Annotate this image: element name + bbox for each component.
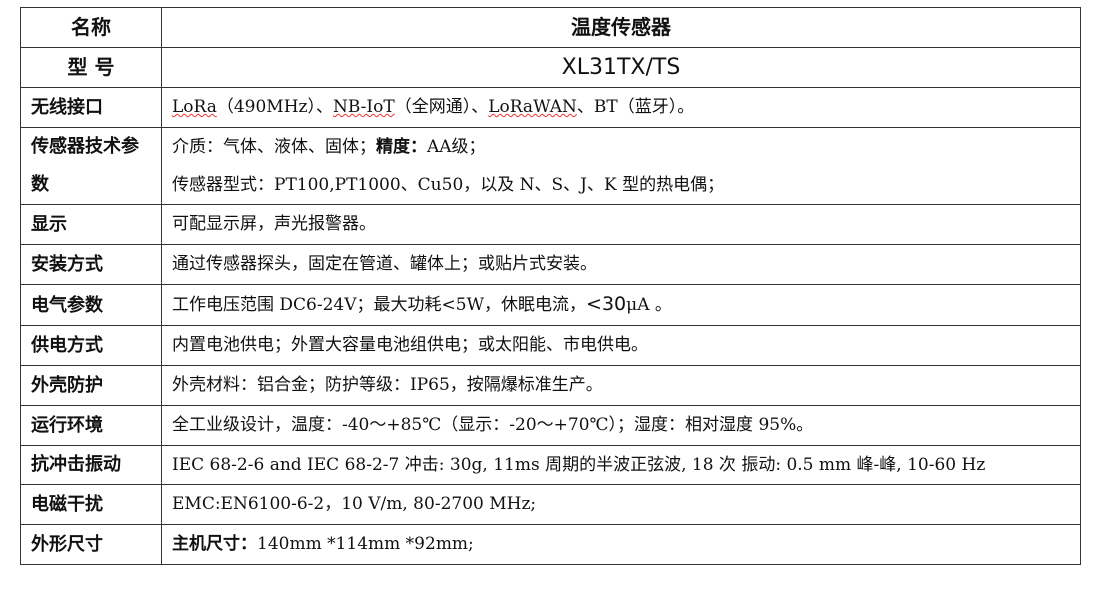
row-label: 电气参数	[20, 284, 162, 326]
row-label: 电磁干扰	[20, 484, 162, 525]
text: （全网通）、	[394, 97, 489, 117]
row-label: 外壳防护	[20, 365, 162, 406]
text: （490MHz）、	[216, 97, 333, 117]
table-row: 外形尺寸 主机尺寸：140mm *114mm *92mm;	[20, 524, 1081, 565]
text: <30	[586, 293, 627, 315]
table-row: 无线接口 LoRa（490MHz）、NB-IoT（全网通）、LoRaWAN、BT（…	[20, 87, 1081, 128]
row-label: 传感器技术参数	[20, 127, 162, 205]
row-label: 安装方式	[20, 244, 162, 285]
table-row: 传感器技术参数 介质：气体、液体、固体；精度：AA级； 传感器型式：PT100,PT…	[20, 127, 1081, 205]
text: LoRaWAN	[488, 97, 577, 117]
text: NB-IoT	[333, 97, 395, 117]
table-row: 电气参数 工作电压范围 DC6-24V；最大功耗<5W，休眠电流，<30μA 。	[20, 284, 1081, 326]
text: LoRa	[172, 97, 217, 117]
text: μA 。	[626, 295, 672, 315]
row-value: 全工业级设计，温度：-40～+85℃（显示：-20～+70℃）；湿度：相对湿度 …	[161, 405, 1081, 446]
text: 传感器型式：PT100,PT1000、Cu50，以及 N、S、J、K 型的热电偶…	[172, 175, 725, 195]
row-value: 通过传感器探头，固定在管道、罐体上；或贴片式安装。	[161, 244, 1081, 285]
row-label: 无线接口	[20, 87, 162, 128]
row-value: EMC:EN6100-6-2，10 V/m, 80-2700 MHz;	[161, 484, 1081, 525]
row-value: 主机尺寸：140mm *114mm *92mm;	[161, 524, 1081, 565]
row-label: 供电方式	[20, 325, 162, 366]
table-row: 运行环境 全工业级设计，温度：-40～+85℃（显示：-20～+70℃）；湿度：相…	[20, 405, 1081, 446]
table-row: 供电方式 内置电池供电；外置大容量电池组供电；或太阳能、市电供电。	[20, 325, 1081, 366]
table-row: 安装方式 通过传感器探头，固定在管道、罐体上；或贴片式安装。	[20, 244, 1081, 285]
row-label: 显示	[20, 204, 162, 245]
model-value: XL31TX/TS	[161, 47, 1081, 88]
text: 、BT（蓝牙）。	[576, 97, 695, 117]
name-value: 温度传感器	[161, 7, 1081, 48]
row-label: 运行环境	[20, 405, 162, 446]
row-label: 抗冲击振动	[20, 445, 162, 485]
row-value: IEC 68-2-6 and IEC 68-2-7 冲击: 30g, 11ms …	[161, 445, 1081, 485]
table-row: 外壳防护 外壳材料：铝合金；防护等级：IP65，按隔爆标准生产。	[20, 365, 1081, 406]
table-row-model: 型 号 XL31TX/TS	[20, 47, 1081, 88]
row-value: LoRa（490MHz）、NB-IoT（全网通）、LoRaWAN、BT（蓝牙）。	[161, 87, 1081, 128]
row-value: 内置电池供电；外置大容量电池组供电；或太阳能、市电供电。	[161, 325, 1081, 366]
text: 介质：气体、液体、固体；	[172, 137, 376, 157]
name-label: 名称	[20, 7, 162, 48]
table-row-name: 名称 温度传感器	[20, 7, 1081, 48]
row-value: 外壳材料：铝合金；防护等级：IP65，按隔爆标准生产。	[161, 365, 1081, 406]
row-value: 介质：气体、液体、固体；精度：AA级； 传感器型式：PT100,PT1000、Cu…	[161, 127, 1081, 205]
row-value: 可配显示屏，声光报警器。	[161, 204, 1081, 245]
text: AA级；	[427, 137, 486, 157]
row-value: 工作电压范围 DC6-24V；最大功耗<5W，休眠电流，<30μA 。	[161, 284, 1081, 326]
spec-table: 名称 温度传感器 型 号 XL31TX/TS 无线接口 LoRa（490MHz）、NB…	[20, 7, 1081, 565]
table-row: 显示 可配显示屏，声光报警器。	[20, 204, 1081, 245]
text: 工作电压范围 DC6-24V；最大功耗<5W，休眠电流，	[172, 295, 587, 315]
text: 主机尺寸：	[172, 534, 257, 554]
model-label: 型 号	[20, 47, 162, 88]
text: 精度：	[376, 137, 427, 157]
table-row: 抗冲击振动 IEC 68-2-6 and IEC 68-2-7 冲击: 30g, …	[20, 445, 1081, 485]
row-label: 外形尺寸	[20, 524, 162, 565]
text: 140mm *114mm *92mm;	[257, 534, 474, 554]
table-row: 电磁干扰 EMC:EN6100-6-2，10 V/m, 80-2700 MHz;	[20, 484, 1081, 525]
